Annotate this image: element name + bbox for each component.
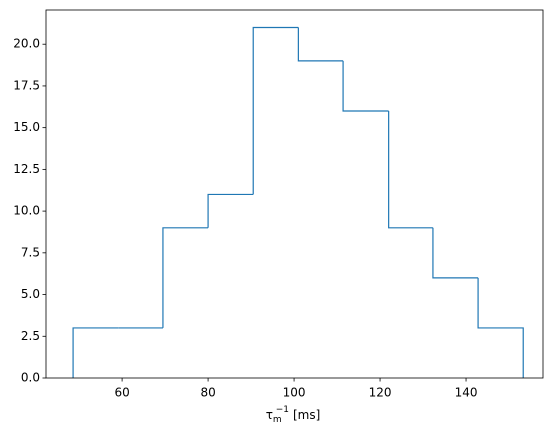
y-tick-label: 17.5 [13, 78, 40, 92]
x-axis-label: τm−1 [ms] [266, 405, 321, 425]
histogram-bin [477, 277, 524, 378]
histogram-bin [342, 60, 389, 112]
histogram-bin [72, 327, 119, 378]
y-tick-label: 20.0 [13, 37, 40, 51]
histogram-bin [207, 193, 254, 228]
y-tick-label: 0.0 [21, 371, 40, 385]
y-tick-label: 7.5 [21, 245, 40, 259]
x-tick-label: 120 [369, 386, 392, 400]
y-tick-label: 2.5 [21, 329, 40, 343]
y-tick-label: 5.0 [21, 287, 40, 301]
x-tick-label: 100 [283, 386, 306, 400]
histogram-bin [252, 26, 299, 195]
y-tick-label: 15.0 [13, 120, 40, 134]
y-tick-label: 12.5 [13, 162, 40, 176]
x-tick-label: 140 [455, 386, 478, 400]
histogram-bin [297, 27, 344, 62]
histogram-bin [432, 227, 479, 279]
histogram-bin [162, 227, 209, 328]
plot-frame [45, 9, 544, 379]
y-tick-label: 10.0 [13, 204, 40, 218]
x-tick-label: 60 [114, 386, 129, 400]
x-tick-label: 80 [200, 386, 215, 400]
histogram-bin [388, 110, 433, 229]
